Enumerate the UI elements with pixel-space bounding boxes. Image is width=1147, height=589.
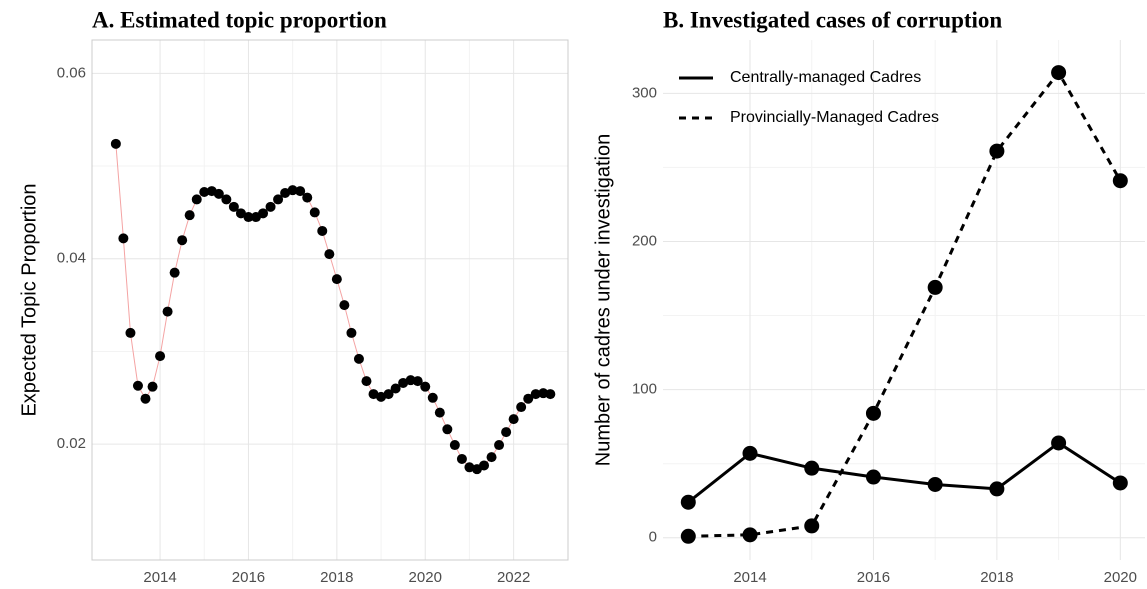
point (804, 460, 820, 476)
point (412, 376, 423, 387)
legend-label: Centrally-managed Cadres (730, 69, 921, 86)
point (420, 381, 431, 392)
x-tick-label: 2022 (497, 569, 530, 586)
point (243, 212, 254, 223)
point (339, 300, 350, 311)
point (680, 528, 696, 544)
point (331, 274, 342, 285)
y-axis-label: Number of cadres under investigation (592, 134, 614, 466)
point (199, 187, 210, 198)
point (147, 381, 158, 392)
point (265, 201, 276, 212)
point (213, 188, 224, 199)
point (1112, 173, 1128, 189)
point (1112, 475, 1128, 491)
point (287, 185, 298, 196)
point (449, 440, 460, 451)
point (494, 440, 505, 451)
point (927, 279, 943, 295)
point (177, 235, 188, 246)
x-tick-label: 2014 (143, 569, 176, 586)
point (989, 481, 1005, 497)
chart-title: B. Investigated cases of corruption (663, 7, 1002, 32)
line (687, 441, 1122, 504)
point (309, 207, 320, 218)
point (169, 267, 180, 278)
point (317, 225, 328, 236)
point (110, 138, 121, 149)
point (464, 462, 475, 473)
point (1051, 65, 1067, 81)
point (456, 453, 467, 464)
point (508, 414, 519, 425)
y-tick-label: 100 (632, 381, 657, 398)
point (295, 186, 306, 197)
point (523, 393, 534, 404)
point (118, 233, 129, 244)
point (191, 194, 202, 205)
panel-border (91, 39, 569, 561)
point (302, 192, 313, 203)
x-tick-label: 2014 (733, 569, 766, 586)
point (989, 143, 1005, 159)
y-axis-label: Expected Topic Proportion (18, 183, 40, 416)
point (1051, 435, 1067, 451)
x-tick-label: 2020 (409, 569, 442, 586)
point (427, 392, 438, 403)
point (162, 306, 173, 317)
point (235, 208, 246, 219)
legend-label: Provincially-Managed Cadres (730, 109, 939, 126)
point (361, 376, 372, 387)
point (228, 201, 239, 212)
point (140, 393, 151, 404)
point (125, 327, 136, 338)
x-tick-label: 2016 (232, 569, 265, 586)
x-tick-label: 2020 (1104, 569, 1137, 586)
point (742, 527, 758, 543)
point (742, 445, 758, 461)
line (115, 143, 551, 470)
point (390, 383, 401, 394)
point (273, 194, 284, 205)
point (324, 249, 335, 260)
point (155, 351, 166, 362)
y-tick-label: 200 (632, 232, 657, 249)
point (927, 476, 943, 492)
point (368, 389, 379, 400)
point (398, 377, 409, 388)
point (486, 452, 497, 463)
point (353, 353, 364, 364)
point (280, 187, 291, 198)
point (258, 208, 269, 219)
point (479, 460, 490, 471)
point (501, 427, 512, 438)
point (184, 210, 195, 221)
point (545, 389, 556, 400)
y-tick-label: 0.02 (57, 435, 86, 452)
point (865, 405, 881, 421)
y-tick-label: 0.04 (57, 250, 86, 267)
point (530, 389, 541, 400)
y-tick-label: 0 (649, 529, 657, 546)
x-tick-label: 2018 (320, 569, 353, 586)
chart-title: A. Estimated topic proportion (92, 7, 387, 32)
point (680, 494, 696, 510)
point (383, 389, 394, 400)
y-tick-label: 300 (632, 84, 657, 101)
point (221, 194, 232, 205)
x-tick-label: 2016 (857, 569, 890, 586)
y-tick-label: 0.06 (57, 64, 86, 81)
point (346, 327, 357, 338)
point (804, 518, 820, 534)
point (442, 424, 453, 435)
point (376, 391, 387, 402)
point (132, 380, 143, 391)
point (434, 407, 445, 418)
point (865, 469, 881, 485)
line (688, 69, 1122, 538)
x-tick-label: 2018 (980, 569, 1013, 586)
point (516, 402, 527, 413)
